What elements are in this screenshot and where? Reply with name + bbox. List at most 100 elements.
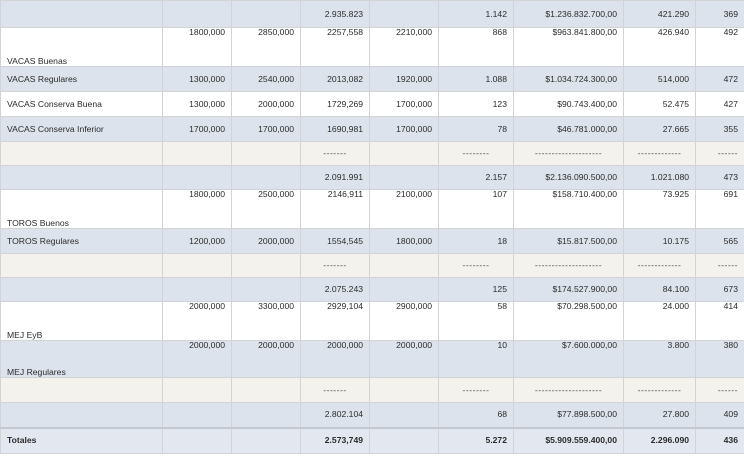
cell-col-avg-weight: ------ — [695, 253, 744, 278]
cell-col-price-c — [369, 141, 439, 166]
cell-col-price-a: 1200,000 — [162, 228, 232, 254]
table-row: MEJ Regulares 2000,000 2000,000 2000,000 200… — [0, 340, 744, 378]
cell-col-avg: 2000,000 — [300, 340, 370, 378]
cell-col-price-a — [162, 253, 232, 278]
cell-col-amount: $7.600.000,00 — [513, 340, 624, 378]
cell-col-amount: -------------------- — [513, 253, 624, 278]
cell-col-price-b: 2850,000 — [231, 27, 301, 67]
cell-col-avg-weight: 492 — [695, 27, 744, 67]
cell-col-weight: 73.925 — [623, 189, 696, 229]
cell-col-amount: $174.527.900,00 — [513, 277, 624, 302]
cell-col-amount: $90.743.400,00 — [513, 91, 624, 117]
cell-col-avg: ------- — [300, 377, 370, 403]
cell-col-price-a — [162, 377, 232, 403]
cell-col-weight: 426.940 — [623, 27, 696, 67]
cell-col-price-b — [231, 402, 301, 428]
cell-col-avg: 1729,269 — [300, 91, 370, 117]
cell-col-price-c: 2100,000 — [369, 189, 439, 229]
cell-col-count: 2.157 — [438, 165, 514, 190]
cell-col-price-c — [369, 377, 439, 403]
cell-col-avg: 2.802.104 — [300, 402, 370, 428]
cell-col-price-c: 1700,000 — [369, 91, 439, 117]
cell-col-price-a — [162, 141, 232, 166]
cell-label — [0, 0, 163, 28]
cell-col-avg-weight: 369 — [695, 0, 744, 28]
cell-col-avg: ------- — [300, 253, 370, 278]
cell-label — [0, 277, 163, 302]
table-row: VACAS Regulares 1300,000 2540,000 2013,082 1… — [0, 66, 744, 92]
cell-col-price-c — [369, 165, 439, 190]
cell-col-price-b: 2540,000 — [231, 66, 301, 92]
table-row: TOROS Buenos 1800,000 2500,000 2146,911 2100… — [0, 189, 744, 229]
cell-col-amount: $77.898.500,00 — [513, 402, 624, 428]
cell-col-price-c: 1920,000 — [369, 66, 439, 92]
cell-col-price-c: 2210,000 — [369, 27, 439, 67]
cell-col-price-a: 2000,000 — [162, 340, 232, 378]
cell-col-avg: 2929,104 — [300, 301, 370, 341]
cell-col-amount: $15.817.500,00 — [513, 228, 624, 254]
cell-col-price-b: 3300,000 — [231, 301, 301, 341]
cell-col-count: 10 — [438, 340, 514, 378]
table-row: VACAS Buenas 1800,000 2850,000 2257,558 2210… — [0, 27, 744, 67]
cell-col-price-b: 2500,000 — [231, 189, 301, 229]
cell-col-avg-weight: 691 — [695, 189, 744, 229]
cell-col-weight: 10.175 — [623, 228, 696, 254]
cell-col-count: -------- — [438, 377, 514, 403]
table-row: VACAS Conserva Buena 1300,000 2000,000 1729… — [0, 91, 744, 117]
cell-label: MEJ EyB — [0, 301, 163, 341]
cell-col-price-c — [369, 402, 439, 428]
cell-col-avg-weight: 473 — [695, 165, 744, 190]
cell-col-price-a: 1300,000 — [162, 91, 232, 117]
cell-col-price-b — [231, 253, 301, 278]
cell-col-avg: 2.091.991 — [300, 165, 370, 190]
totals-label: Totales — [0, 426, 163, 454]
cell-label: TOROS Regulares — [0, 228, 163, 254]
cell-col-avg-weight: 436 — [695, 426, 744, 454]
cell-col-price-c — [369, 426, 439, 454]
cell-col-weight: 1.021.080 — [623, 165, 696, 190]
cell-col-price-b — [231, 141, 301, 166]
cell-col-price-b — [231, 277, 301, 302]
cell-col-avg-weight: 409 — [695, 402, 744, 428]
cell-col-price-a: 1800,000 — [162, 27, 232, 67]
cell-col-amount: $963.841.800,00 — [513, 27, 624, 67]
cell-col-weight: 24.000 — [623, 301, 696, 341]
cell-col-count: -------- — [438, 253, 514, 278]
cell-col-weight: ------------- — [623, 141, 696, 166]
cell-col-avg-weight: ------ — [695, 377, 744, 403]
cell-col-price-b — [231, 377, 301, 403]
cell-col-avg-weight: 414 — [695, 301, 744, 341]
cell-col-amount: $5.909.559.400,00 — [513, 426, 624, 454]
cell-label: MEJ Regulares — [0, 340, 163, 378]
cell-col-avg: 2.573,749 — [300, 426, 370, 454]
cell-col-avg: 2013,082 — [300, 66, 370, 92]
cell-col-count: 868 — [438, 27, 514, 67]
cell-label — [0, 402, 163, 428]
table-row: TOROS Regulares 1200,000 2000,000 1554,545 1… — [0, 228, 744, 254]
cell-col-price-a — [162, 426, 232, 454]
cell-col-count: 1.142 — [438, 0, 514, 28]
cell-col-price-a — [162, 277, 232, 302]
table-row: ------- -------- -------------------- -----… — [0, 253, 744, 278]
cell-col-avg: 2.075.243 — [300, 277, 370, 302]
cell-col-price-a: 1300,000 — [162, 66, 232, 92]
cell-col-amount: -------------------- — [513, 141, 624, 166]
cell-col-avg: ------- — [300, 141, 370, 166]
cell-col-price-c — [369, 0, 439, 28]
table-row: MEJ EyB 2000,000 3300,000 2929,104 2900,000 5… — [0, 301, 744, 341]
cell-col-weight: 27.665 — [623, 116, 696, 142]
cell-col-count: 107 — [438, 189, 514, 229]
cell-col-amount: $70.298.500,00 — [513, 301, 624, 341]
cell-col-count: -------- — [438, 141, 514, 166]
cell-col-count: 5.272 — [438, 426, 514, 454]
cell-col-weight: 2.296.090 — [623, 426, 696, 454]
cell-col-amount: $46.781.000,00 — [513, 116, 624, 142]
cell-col-amount: $1.236.832.700,00 — [513, 0, 624, 28]
cell-col-count: 123 — [438, 91, 514, 117]
cell-col-avg: 2.935.823 — [300, 0, 370, 28]
table-row: ------- -------- -------------------- -----… — [0, 377, 744, 403]
cell-label — [0, 253, 163, 278]
cell-col-weight: 514,000 — [623, 66, 696, 92]
